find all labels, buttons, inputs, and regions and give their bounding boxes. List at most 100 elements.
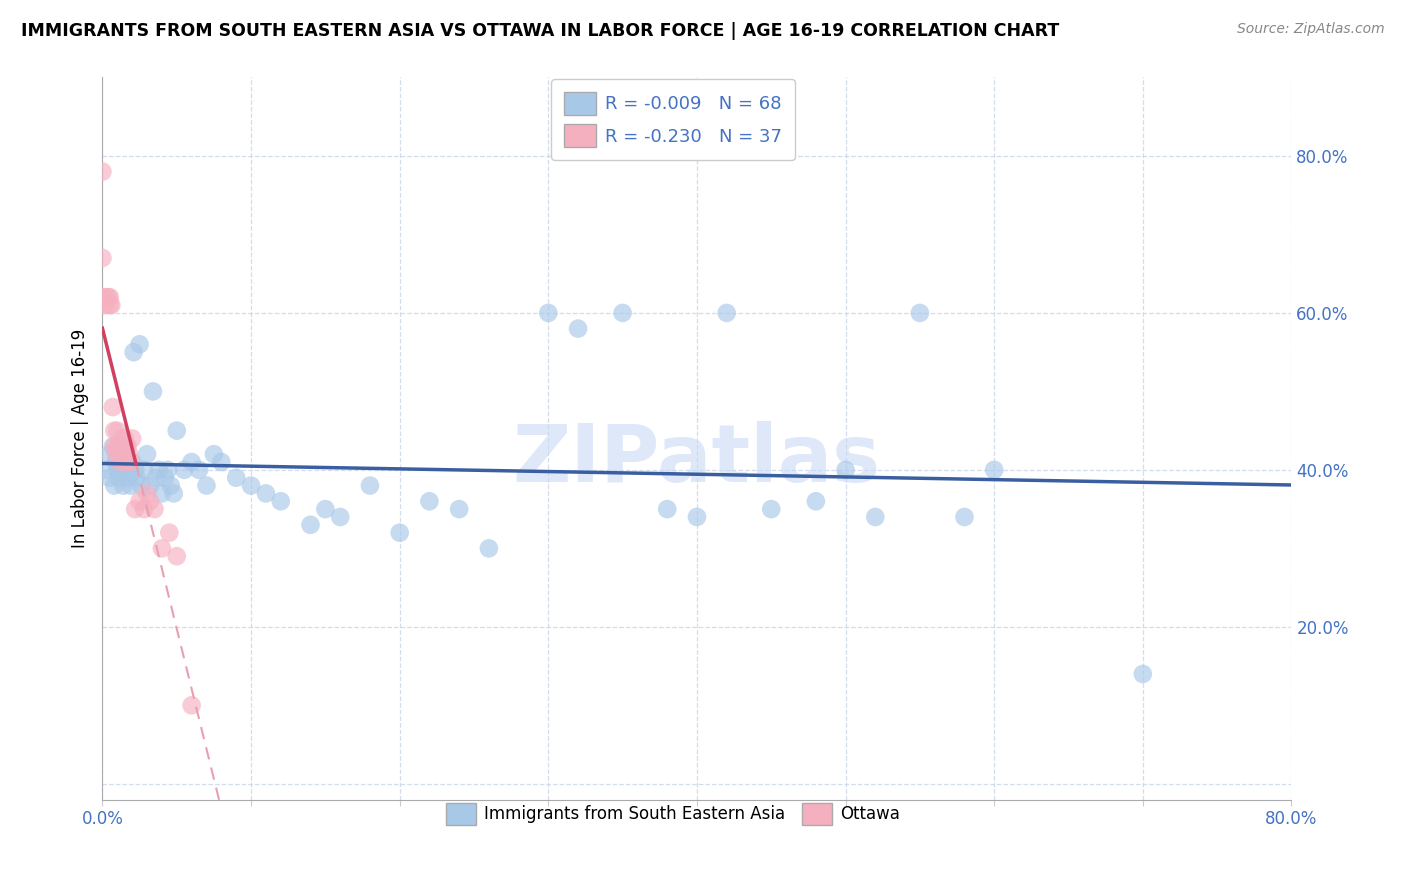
- Point: [103, 424, 125, 438]
- Point: [159, 478, 181, 492]
- Point: [388, 525, 411, 540]
- Point: [91, 164, 114, 178]
- Point: [132, 463, 155, 477]
- Point: [150, 486, 173, 500]
- Point: [163, 486, 186, 500]
- Point: [118, 447, 141, 461]
- Point: [125, 471, 148, 485]
- Point: [537, 306, 560, 320]
- Point: [612, 306, 634, 320]
- Point: [129, 478, 152, 492]
- Point: [100, 298, 122, 312]
- Point: [104, 455, 127, 469]
- Point: [124, 463, 146, 477]
- Point: [150, 541, 173, 556]
- Point: [124, 502, 146, 516]
- Point: [1132, 667, 1154, 681]
- Point: [143, 502, 166, 516]
- Point: [97, 290, 120, 304]
- Point: [91, 251, 114, 265]
- Point: [105, 463, 128, 477]
- Point: [105, 447, 128, 461]
- Point: [567, 321, 589, 335]
- Point: [240, 478, 263, 492]
- Point: [110, 463, 132, 477]
- Point: [96, 290, 118, 304]
- Point: [478, 541, 501, 556]
- Point: [180, 698, 202, 713]
- Point: [107, 471, 129, 485]
- Point: [107, 439, 129, 453]
- Point: [112, 447, 135, 461]
- Text: Source: ZipAtlas.com: Source: ZipAtlas.com: [1237, 22, 1385, 37]
- Point: [686, 510, 709, 524]
- Point: [136, 447, 159, 461]
- Point: [148, 463, 170, 477]
- Point: [254, 486, 277, 500]
- Point: [121, 432, 143, 446]
- Point: [908, 306, 931, 320]
- Point: [270, 494, 292, 508]
- Point: [983, 463, 1005, 477]
- Point: [299, 517, 322, 532]
- Point: [110, 455, 132, 469]
- Point: [804, 494, 827, 508]
- Point: [114, 463, 136, 477]
- Point: [105, 439, 128, 453]
- Point: [94, 298, 117, 312]
- Point: [120, 455, 142, 469]
- Point: [98, 447, 121, 461]
- Point: [101, 439, 124, 453]
- Point: [112, 478, 135, 492]
- Point: [834, 463, 856, 477]
- Y-axis label: In Labor Force | Age 16-19: In Labor Force | Age 16-19: [72, 329, 89, 548]
- Point: [118, 463, 141, 477]
- Point: [173, 463, 195, 477]
- Text: IMMIGRANTS FROM SOUTH EASTERN ASIA VS OTTAWA IN LABOR FORCE | AGE 16-19 CORRELAT: IMMIGRANTS FROM SOUTH EASTERN ASIA VS OT…: [21, 22, 1059, 40]
- Point: [111, 432, 134, 446]
- Point: [139, 478, 162, 492]
- Point: [121, 455, 143, 469]
- Point: [314, 502, 336, 516]
- Point: [103, 439, 125, 453]
- Point: [418, 494, 440, 508]
- Point: [157, 525, 180, 540]
- Point: [761, 502, 783, 516]
- Point: [111, 447, 134, 461]
- Point: [142, 384, 165, 399]
- Point: [166, 424, 188, 438]
- Point: [98, 471, 121, 485]
- Point: [865, 510, 887, 524]
- Point: [105, 424, 128, 438]
- Point: [93, 290, 115, 304]
- Point: [122, 345, 145, 359]
- Point: [117, 439, 139, 453]
- Point: [114, 447, 136, 461]
- Point: [114, 432, 136, 446]
- Point: [180, 455, 202, 469]
- Point: [153, 471, 176, 485]
- Point: [359, 478, 381, 492]
- Point: [136, 486, 159, 500]
- Point: [156, 463, 179, 477]
- Point: [103, 478, 125, 492]
- Point: [202, 447, 225, 461]
- Point: [225, 471, 247, 485]
- Point: [449, 502, 471, 516]
- Point: [128, 337, 150, 351]
- Point: [117, 471, 139, 485]
- Point: [101, 400, 124, 414]
- Point: [98, 298, 121, 312]
- Point: [96, 463, 118, 477]
- Point: [128, 494, 150, 508]
- Text: ZIPatlas: ZIPatlas: [513, 421, 882, 500]
- Point: [98, 290, 121, 304]
- Point: [145, 471, 167, 485]
- Point: [195, 478, 218, 492]
- Point: [953, 510, 976, 524]
- Point: [115, 455, 138, 469]
- Point: [139, 494, 162, 508]
- Point: [114, 455, 136, 469]
- Point: [329, 510, 352, 524]
- Point: [104, 447, 127, 461]
